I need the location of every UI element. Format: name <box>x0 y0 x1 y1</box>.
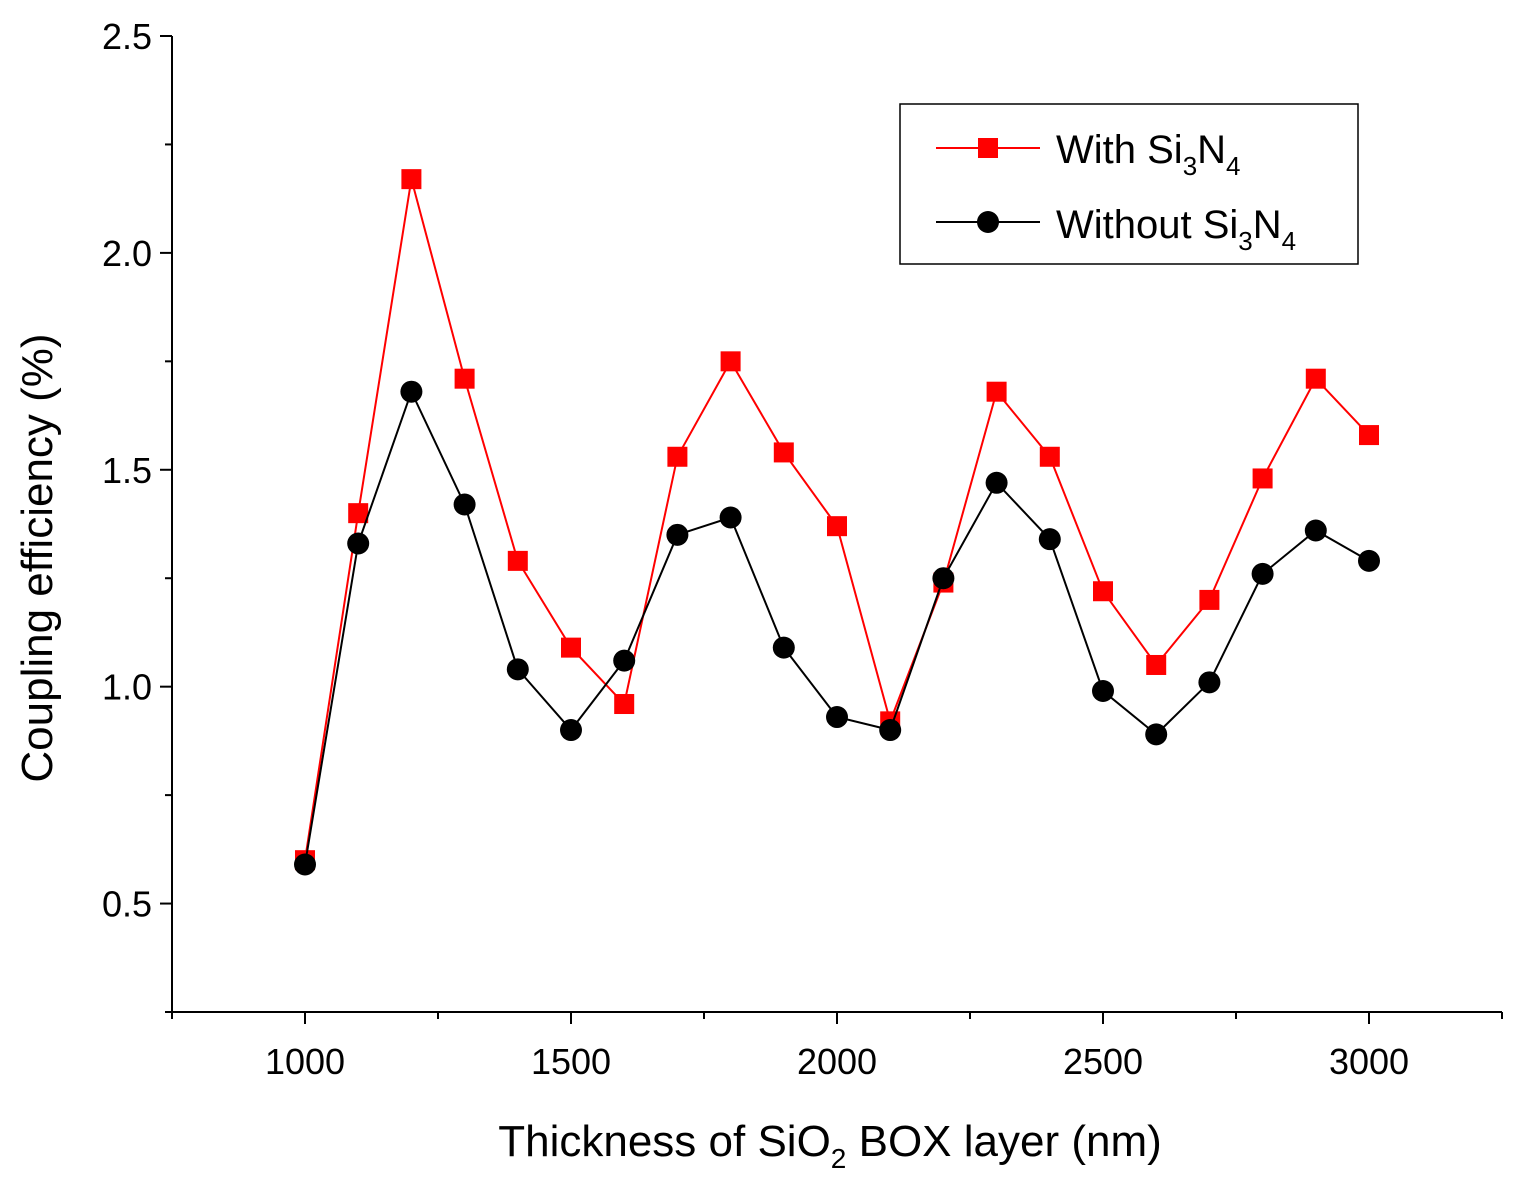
data-point-circle <box>294 853 316 876</box>
legend-marker-square <box>978 138 998 158</box>
data-point-circle <box>613 649 636 672</box>
data-point-square <box>986 381 1007 402</box>
data-point-circle <box>1092 680 1114 703</box>
data-point-square <box>507 550 528 571</box>
data-point-circle <box>826 706 848 729</box>
y-axis-title: Coupling efficiency (%) <box>13 333 62 782</box>
legend-label-with: With Si3N4 <box>1056 128 1241 181</box>
data-point-circle <box>1198 671 1221 694</box>
y-tick-label: 1.0 <box>102 667 152 708</box>
data-point-circle <box>932 567 955 590</box>
data-point-circle <box>985 471 1008 494</box>
series-line <box>304 389 1370 865</box>
y-tick-label: 1.5 <box>102 450 152 491</box>
legend-items <box>936 138 1040 233</box>
x-tick-label: 2000 <box>797 1041 877 1082</box>
data-point-circle <box>1358 549 1380 572</box>
data-point-square <box>773 442 794 463</box>
series-0 <box>295 169 1379 871</box>
x-tick-label: 1000 <box>265 1041 345 1082</box>
data-point-circle <box>719 506 742 529</box>
data-point-square <box>561 637 581 658</box>
data-point-square <box>667 446 688 467</box>
data-point-circle <box>879 719 902 742</box>
y-tick-label: 2.0 <box>102 233 152 274</box>
x-tick-label: 1500 <box>531 1041 611 1082</box>
data-point-circle <box>1304 519 1327 542</box>
data-point-circle <box>1251 562 1274 585</box>
series-layer <box>294 169 1380 876</box>
y-tick-label: 0.5 <box>102 884 152 925</box>
data-point-circle <box>1145 723 1168 746</box>
data-point-circle <box>666 523 689 546</box>
data-point-circle <box>772 636 795 659</box>
data-point-circle <box>453 493 476 516</box>
data-point-circle <box>560 719 582 742</box>
data-point-square <box>614 694 635 715</box>
series-1 <box>294 380 1380 876</box>
data-point-square <box>1146 654 1167 675</box>
data-point-circle <box>506 658 529 681</box>
data-point-square <box>1039 446 1060 467</box>
legend-label-without: Without Si3N4 <box>1056 203 1296 256</box>
x-tick-label: 3000 <box>1329 1041 1409 1082</box>
y-tick-label: 2.5 <box>102 16 152 57</box>
data-point-square <box>401 169 422 190</box>
legend: With Si3N4 Without Si3N4 <box>899 103 1359 265</box>
data-point-square <box>827 516 847 537</box>
x-axis-title: Thickness of SiO2 BOX layer (nm) <box>498 1117 1162 1174</box>
data-point-square <box>1252 468 1273 489</box>
data-point-square <box>454 368 475 389</box>
data-point-circle <box>400 380 423 403</box>
legend-box <box>899 103 1359 265</box>
data-point-square <box>1199 589 1220 610</box>
data-point-circle <box>347 532 370 555</box>
legend-marker-circle <box>977 211 999 233</box>
axes: 0.5 1.0 1.5 2.0 2.5 1000 1500 2000 2500 3000 <box>102 16 1503 1082</box>
data-point-square <box>1359 425 1379 446</box>
data-point-square <box>720 351 741 372</box>
data-point-square <box>348 503 369 524</box>
data-point-square <box>1093 581 1113 602</box>
x-tick-label: 2500 <box>1063 1041 1143 1082</box>
data-point-circle <box>1038 528 1061 551</box>
data-point-square <box>1305 368 1326 389</box>
